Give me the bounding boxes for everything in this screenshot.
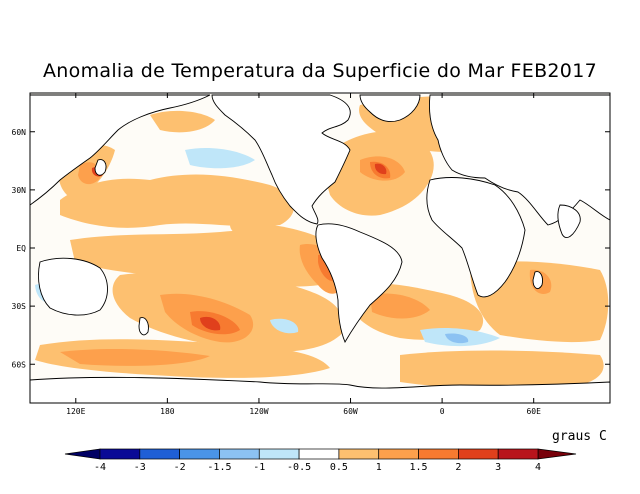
southern-indian-warm (400, 350, 604, 389)
lon-label: 120W (249, 407, 268, 416)
colorbar-tick-label: 4 (535, 462, 541, 473)
africa (426, 177, 526, 298)
colorbar-swatch (139, 448, 180, 460)
colorbar-tick-label: -3 (134, 462, 146, 473)
colorbar-tick-label: 1 (376, 462, 382, 473)
colorbar-swatch (298, 448, 340, 460)
lat-label: EQ (16, 244, 26, 253)
south-pacific-peak (200, 316, 221, 331)
equatorial-east-pacific-warm (230, 223, 325, 248)
brazil-malvinas-warm (370, 293, 430, 319)
colorbar-swatch (458, 448, 499, 460)
colorbar-swatch (418, 448, 459, 460)
lon-label: 120E (66, 407, 85, 416)
greenland (359, 94, 421, 123)
north-america (211, 94, 351, 225)
south-pacific-cool (270, 318, 299, 334)
india (557, 204, 581, 238)
colorbar-swatch (179, 448, 220, 460)
colorbar-tick-label: -1 (253, 462, 265, 473)
lon-label: 0 (440, 407, 445, 416)
south-america (315, 223, 403, 344)
colorbar-tick-label: 0.5 (330, 462, 348, 473)
antarctica (30, 376, 610, 403)
map-title: Anomalia de Temperatura da Superficie do… (43, 60, 597, 82)
colorbar-high-arrow (537, 448, 577, 460)
north-pacific-cool (185, 148, 255, 169)
latitude-axis: 60N 30N EQ 30S 60S (12, 128, 610, 369)
colorbar-swatch (497, 448, 539, 460)
colorbar-swatch (338, 448, 380, 460)
lat-label: 30S (12, 302, 27, 311)
southern-ocean-moderate (60, 349, 210, 366)
coastlines (30, 94, 610, 403)
australia (38, 257, 108, 316)
colorbar-swatch (99, 448, 141, 460)
colorbar-tick-label: 3 (495, 462, 501, 473)
north-pacific-warm (60, 174, 294, 228)
colorbar-units-label: graus C (552, 429, 607, 444)
longitude-axis: 120E 180 120W 60W 0 60E (66, 93, 541, 416)
colorbar-low-arrow (64, 448, 101, 460)
colorbar-tick-label: 2 (455, 462, 461, 473)
colorbar: -4 -3 -2 -1.5 -1 -0.5 0.5 1 1.5 2 3 4 (64, 448, 577, 473)
lon-label: 180 (160, 407, 175, 416)
japan (94, 159, 107, 176)
north-atlantic-peak (374, 163, 387, 175)
colorbar-tick-label: -1.5 (207, 462, 231, 473)
colorbar-tick-label: -4 (94, 462, 106, 473)
colorbar-swatch (219, 448, 260, 460)
lat-label: 60S (12, 360, 27, 369)
map-panel (30, 93, 610, 403)
colorbar-swatch (378, 448, 419, 460)
lat-label: 60N (12, 128, 27, 137)
colorbar-tick-label: -0.5 (287, 462, 311, 473)
colorbar-tick-label: 1.5 (410, 462, 428, 473)
new-zealand (138, 317, 149, 336)
madagascar (532, 271, 543, 290)
lon-label: 60W (343, 407, 358, 416)
colorbar-tick-label: -2 (174, 462, 186, 473)
south-atlantic-cool-core (445, 333, 469, 344)
bering-warm (150, 110, 215, 133)
lat-label: 30N (12, 186, 27, 195)
eurasia (429, 94, 610, 226)
east-asia (30, 94, 211, 206)
colorbar-swatch (258, 448, 300, 460)
lon-label: 60E (526, 407, 541, 416)
